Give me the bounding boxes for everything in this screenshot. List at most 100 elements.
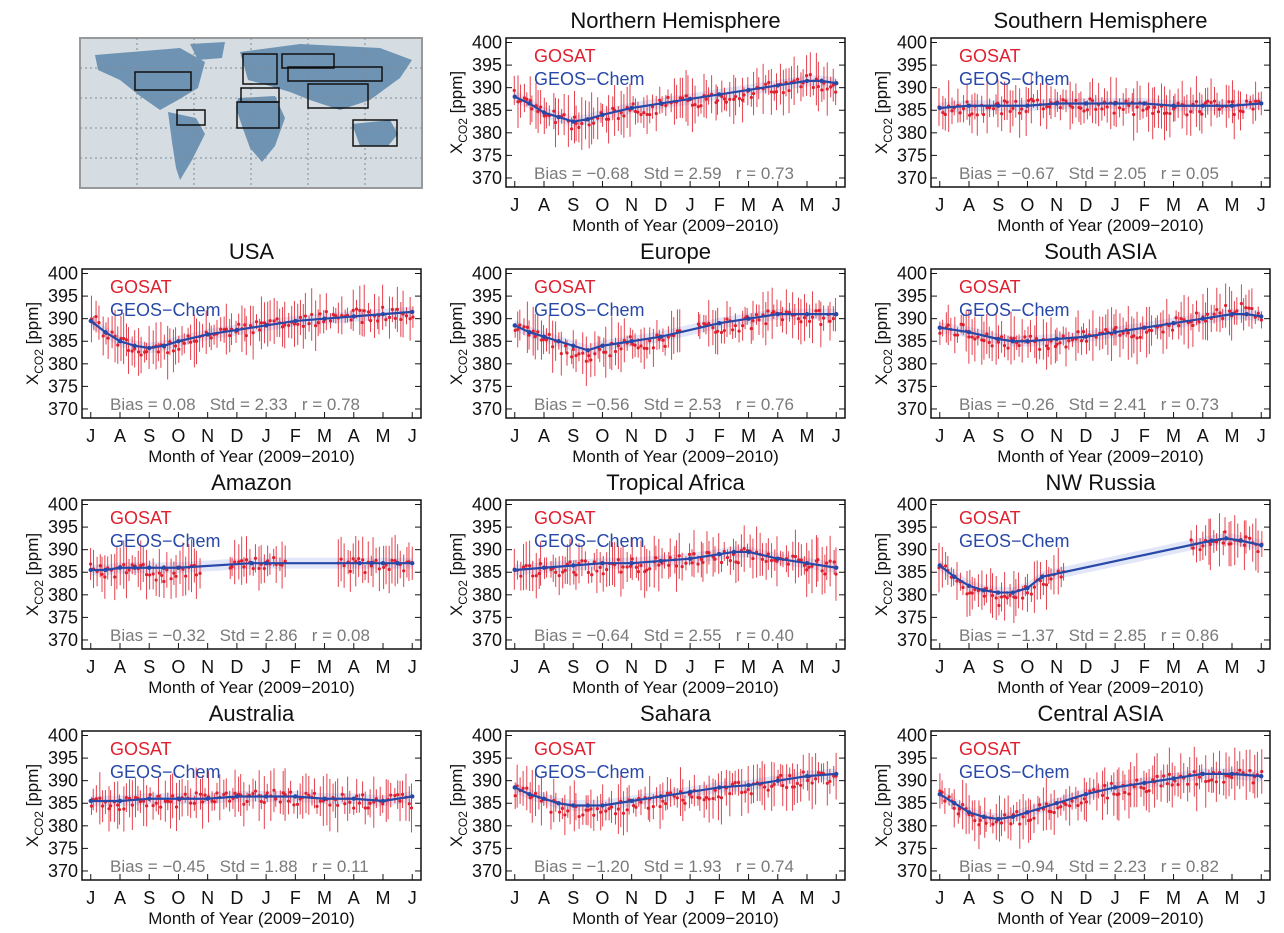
gosat-point <box>814 309 818 313</box>
y-tick-label: 385 <box>897 562 927 582</box>
gosat-point <box>189 801 193 805</box>
y-tick-label: 375 <box>897 607 927 627</box>
gosat-point <box>1144 790 1148 794</box>
land-eurasia <box>240 44 412 110</box>
y-tick-label: 395 <box>472 517 502 537</box>
geos-chem-point <box>746 316 751 321</box>
gosat-point <box>1020 107 1024 111</box>
gosat-point <box>357 557 361 561</box>
x-tick-label: N <box>1050 888 1063 908</box>
y-tick-label: 370 <box>48 399 78 419</box>
y-tick-label: 390 <box>472 309 502 329</box>
x-tick-label: J <box>935 657 944 677</box>
gosat-point <box>820 569 824 573</box>
gosat-point <box>1117 106 1122 110</box>
gosat-point <box>1088 789 1092 793</box>
region-box-tropical-africa <box>236 101 280 129</box>
geos-chem-point <box>322 796 327 801</box>
gosat-point <box>599 810 603 814</box>
stats-value: −0.94 <box>1011 857 1054 876</box>
legend-gosat: GOSAT <box>959 508 1021 528</box>
gosat-point <box>194 791 198 795</box>
gosat-point <box>1028 334 1033 338</box>
x-tick-label: D <box>654 888 667 908</box>
gosat-point <box>1121 331 1125 335</box>
gosat-point <box>200 800 205 804</box>
gosat-point <box>687 552 692 556</box>
gosat-point <box>764 559 768 564</box>
stats-text: Bias = −1.37 Std = 2.85 r = 0.86 <box>959 626 1219 645</box>
x-axis-label: Month of Year (2009−2010) <box>997 678 1204 697</box>
y-axis-label: XCO2 [ppm] <box>23 302 46 385</box>
x-tick-label: O <box>171 657 185 677</box>
gosat-point <box>512 88 516 93</box>
gosat-point <box>1048 105 1052 109</box>
x-tick-label: O <box>1020 657 1034 677</box>
x-tick-label: A <box>1197 426 1209 446</box>
x-tick-label: O <box>595 426 609 446</box>
gosat-point <box>390 307 394 312</box>
chart-title: Northern Hemisphere <box>570 8 780 33</box>
gosat-point <box>272 788 276 792</box>
gosat-point <box>1056 569 1060 573</box>
gosat-point <box>728 558 732 563</box>
gosat-point <box>307 322 311 326</box>
geos-chem-point <box>571 803 576 808</box>
gosat-point <box>943 799 947 803</box>
gosat-point <box>363 570 367 575</box>
x-tick-label: A <box>538 195 550 215</box>
gosat-point <box>1038 347 1042 352</box>
x-tick-label: J <box>686 195 695 215</box>
stats-value: 0.73 <box>761 164 794 183</box>
gosat-point <box>970 335 974 339</box>
geos-chem-point <box>717 785 722 790</box>
gosat-point <box>769 558 774 563</box>
x-tick-label: N <box>1050 195 1063 215</box>
gosat-point <box>828 559 832 563</box>
gosat-point <box>400 792 405 796</box>
gosat-point <box>1044 344 1049 348</box>
geos-chem-point <box>966 583 972 588</box>
geos-chem-point <box>937 105 942 111</box>
x-tick-label: D <box>1079 426 1092 446</box>
gosat-point <box>559 352 563 356</box>
gosat-point <box>1017 343 1021 348</box>
gosat-point <box>1002 344 1007 348</box>
x-tick-label: N <box>625 888 638 908</box>
chart-title: Tropical Africa <box>606 470 745 495</box>
gosat-point <box>728 97 732 101</box>
gosat-point <box>1145 330 1149 334</box>
stats-value: 1.93 <box>689 857 722 876</box>
gosat-point <box>654 556 658 560</box>
gosat-point <box>619 570 623 574</box>
gosat-point <box>1217 107 1221 111</box>
stats-value: 2.53 <box>689 395 722 414</box>
gosat-point <box>360 320 364 325</box>
gosat-point <box>799 85 803 89</box>
gosat-point <box>251 792 255 796</box>
geos-chem-point <box>1244 311 1249 317</box>
gosat-point <box>577 352 581 356</box>
gosat-point <box>953 333 957 337</box>
gosat-point <box>280 563 284 567</box>
x-axis-label: Month of Year (2009−2010) <box>572 447 779 466</box>
geos-chem-point <box>658 334 664 339</box>
x-tick-label: A <box>1197 888 1209 908</box>
gosat-point <box>1079 339 1084 343</box>
geos-chem-point <box>176 565 181 570</box>
gosat-point <box>1029 592 1033 596</box>
gosat-point <box>1035 98 1040 102</box>
x-tick-label: F <box>714 426 725 446</box>
gosat-point <box>1038 803 1042 807</box>
geos-chem-line <box>939 313 1262 343</box>
y-tick-label: 380 <box>472 585 502 605</box>
gosat-point <box>1003 594 1007 598</box>
gosat-point <box>362 309 366 313</box>
gosat-point <box>713 788 717 792</box>
gosat-point <box>547 332 551 337</box>
gosat-point <box>1135 105 1139 109</box>
gosat-point <box>351 557 355 561</box>
y-tick-label: 375 <box>472 607 502 627</box>
stats-value: 0.74 <box>761 857 794 876</box>
panel-data <box>937 283 1264 370</box>
